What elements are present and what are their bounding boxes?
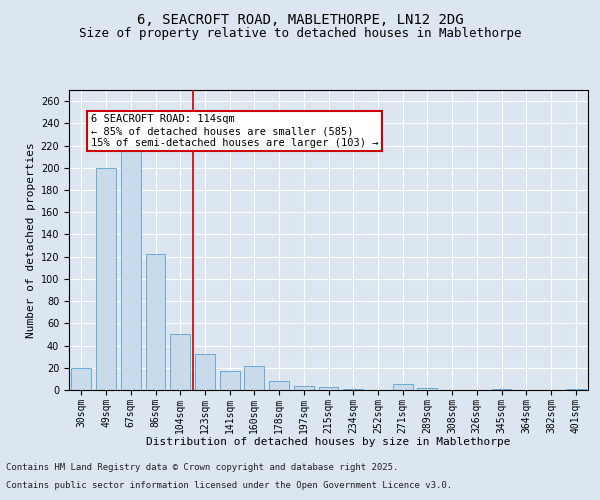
Bar: [220, 371, 239, 390]
Bar: [491, 389, 511, 390]
Bar: [269, 381, 289, 390]
Bar: [319, 386, 338, 390]
Text: Contains HM Land Registry data © Crown copyright and database right 2025.: Contains HM Land Registry data © Crown c…: [6, 464, 398, 472]
Text: 6 SEACROFT ROAD: 114sqm
← 85% of detached houses are smaller (585)
15% of semi-d: 6 SEACROFT ROAD: 114sqm ← 85% of detache…: [91, 114, 378, 148]
Bar: [418, 388, 437, 390]
Bar: [244, 366, 264, 390]
Text: 6, SEACROFT ROAD, MABLETHORPE, LN12 2DG: 6, SEACROFT ROAD, MABLETHORPE, LN12 2DG: [137, 12, 463, 26]
Bar: [343, 389, 363, 390]
Y-axis label: Number of detached properties: Number of detached properties: [26, 142, 37, 338]
Bar: [294, 386, 314, 390]
Bar: [96, 168, 116, 390]
Bar: [121, 140, 140, 390]
Bar: [71, 368, 91, 390]
Bar: [195, 354, 215, 390]
Text: Contains public sector information licensed under the Open Government Licence v3: Contains public sector information licen…: [6, 481, 452, 490]
Text: Size of property relative to detached houses in Mablethorpe: Size of property relative to detached ho…: [79, 28, 521, 40]
Bar: [393, 384, 413, 390]
Bar: [566, 389, 586, 390]
Bar: [146, 254, 166, 390]
X-axis label: Distribution of detached houses by size in Mablethorpe: Distribution of detached houses by size …: [146, 437, 511, 447]
Bar: [170, 334, 190, 390]
